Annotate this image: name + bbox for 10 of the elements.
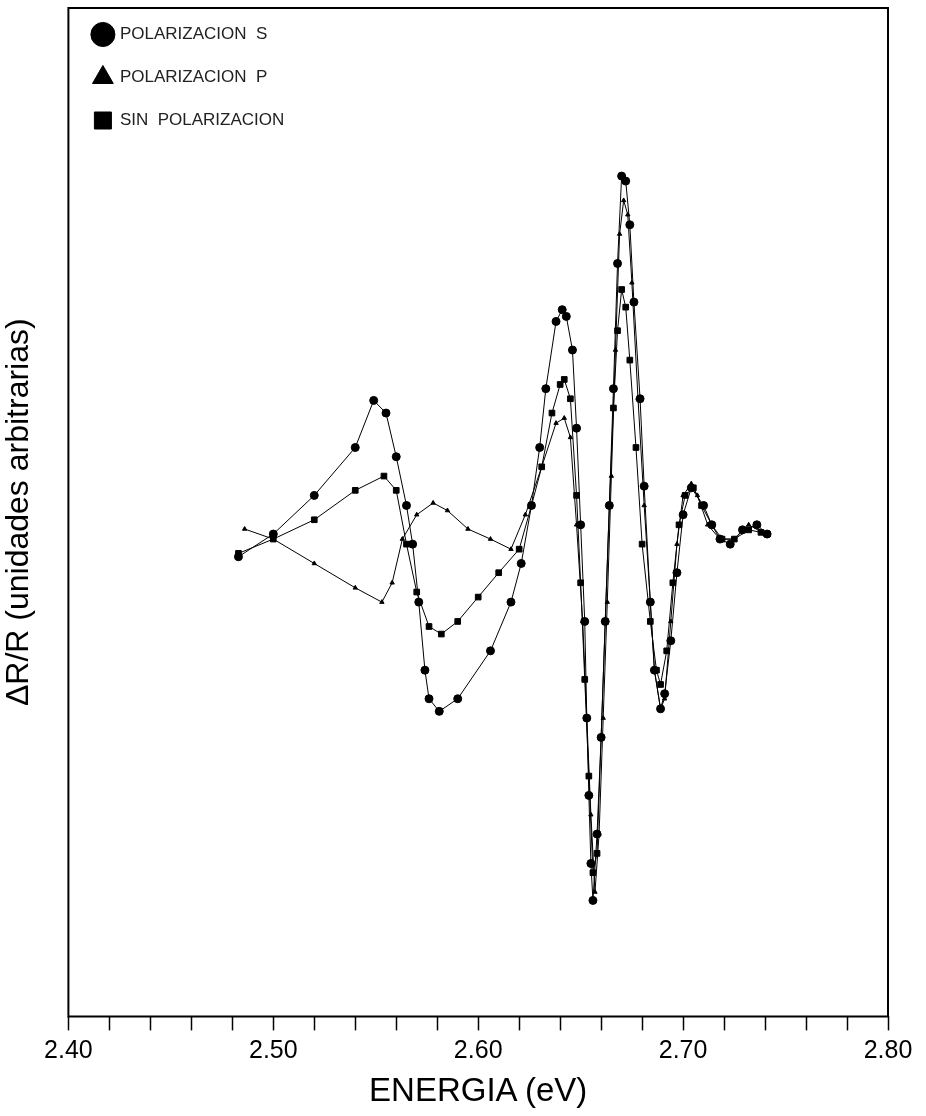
- legend-label: POLARIZACION P: [119, 67, 268, 87]
- x-tick-label: 2.50: [248, 1035, 298, 1064]
- x-tick-label: 2.60: [453, 1035, 503, 1064]
- x-tick-label: 2.80: [863, 1035, 913, 1064]
- x-tick-label: 2.40: [44, 1035, 93, 1064]
- x-tick-label: 2.70: [658, 1035, 708, 1064]
- y-axis-title: ΔR/R (unidades arbitrarias): [0, 318, 36, 707]
- legend-label: POLARIZACION S: [119, 24, 268, 44]
- x-axis-title: ENERGIA (eV): [369, 1071, 588, 1109]
- legend-label: SIN POLARIZACION: [119, 110, 285, 130]
